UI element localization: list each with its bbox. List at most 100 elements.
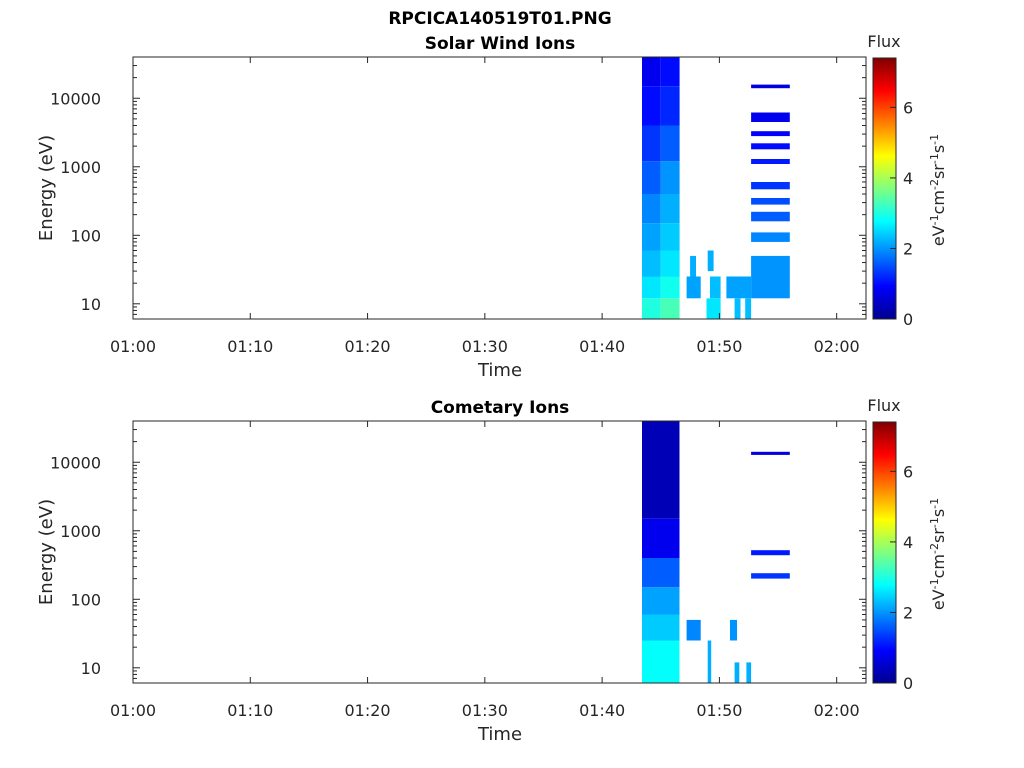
heatmap-cell (660, 161, 680, 194)
heatmap-cell (642, 640, 680, 683)
colorbar-title-solar-wind: Flux (867, 32, 900, 51)
heatmap-cell (751, 159, 790, 164)
heatmap-cell (642, 125, 661, 162)
heatmap-cell (642, 250, 661, 277)
heatmap-cell (690, 255, 696, 277)
x-tick-label: 01:50 (696, 701, 742, 720)
heatmap-cell (660, 250, 680, 277)
colorbar-tick-label: 0 (903, 674, 913, 693)
x-tick-label: 01:20 (345, 701, 391, 720)
heatmap-cell (751, 182, 790, 190)
heatmap-cell (734, 662, 740, 683)
plot-frame-cometary (132, 420, 867, 684)
heatmap-cell (642, 421, 680, 519)
y-tick-label: 10000 (50, 453, 101, 472)
heatmap-cell (751, 550, 790, 556)
heatmap-cell (751, 232, 790, 242)
heatmap-cell (751, 84, 790, 89)
heatmap-cell (751, 211, 790, 222)
y-tick-label: 10000 (50, 89, 101, 108)
y-axis-label-solar-wind: Energy (eV) (36, 135, 57, 241)
heatmap-cell (751, 143, 790, 150)
x-tick-label: 01:50 (696, 337, 742, 356)
heatmap-cell (642, 298, 661, 319)
heatmap-cell (660, 298, 680, 319)
heatmap-cell (707, 250, 714, 272)
y-tick-label: 10 (81, 295, 101, 314)
x-tick-label: 01:10 (227, 337, 273, 356)
y-tick-label: 10 (81, 659, 101, 678)
colorbar-tick-label: 2 (903, 603, 913, 622)
heatmap-cell (745, 298, 752, 319)
plot-frame-solar-wind (132, 56, 867, 320)
x-tick-label: 01:40 (579, 701, 625, 720)
heatmap-cell (746, 662, 752, 683)
heatmap-cell (660, 57, 680, 87)
y-axis-label-cometary: Energy (eV) (36, 499, 57, 605)
heatmap-cell (734, 298, 741, 319)
colorbar-tick-label: 0 (903, 310, 913, 329)
x-tick-label: 01:40 (579, 337, 625, 356)
colorbar-cometary (872, 421, 897, 684)
heatmap-cell (730, 619, 737, 641)
panel-title-cometary: Cometary Ions (431, 398, 570, 418)
colorbar-tick-label: 6 (903, 462, 913, 481)
colorbar-label-cometary: eV-1cm-2sr-1s-1 (928, 498, 948, 610)
x-tick-label: 01:00 (110, 701, 156, 720)
heatmap-cell (751, 573, 790, 579)
heatmap-cell (686, 619, 701, 641)
heatmap-cell (660, 223, 680, 251)
heatmap-cell (751, 255, 790, 277)
colorbar-tick-label: 6 (903, 98, 913, 117)
heatmap-cell (642, 86, 661, 126)
heatmap-cell (642, 161, 661, 194)
heatmap-cells-solar-wind (642, 57, 790, 319)
panel-cometary-ions: Cometary Ions 01:00 01:10 01:20 01:30 01:40 0… (36, 396, 948, 745)
heatmap-cell (706, 298, 721, 319)
panel-title-solar-wind: Solar Wind Ions (425, 34, 576, 54)
x-tick-label: 01:20 (345, 337, 391, 356)
x-tick-label: 01:30 (462, 701, 508, 720)
heatmap-cell (751, 198, 790, 205)
x-tick-label: 01:10 (227, 701, 273, 720)
figure-title: RPCICA140519T01.PNG (388, 9, 611, 29)
x-axis-cometary: 01:00 01:10 01:20 01:30 01:40 01:50 02:00 (110, 421, 860, 720)
colorbar-tick-label: 4 (903, 533, 913, 552)
x-axis-solar-wind: 01:00 01:10 01:20 01:30 01:40 01:50 02:00 (110, 57, 860, 356)
heatmap-cell (726, 276, 751, 299)
heatmap-cell (660, 276, 680, 299)
x-tick-label: 01:30 (462, 337, 508, 356)
colorbar-label-solar-wind: eV-1cm-2sr-1s-1 (928, 134, 948, 246)
colorbar-ticks-solar-wind: 0 2 4 6 (890, 98, 913, 329)
colorbar-tick-label: 2 (903, 239, 913, 258)
heatmap-cell (751, 112, 790, 122)
colorbar-title-cometary: Flux (867, 396, 900, 415)
heatmap-cell (660, 86, 680, 126)
colorbar-solar-wind (872, 57, 897, 320)
x-tick-label: 02:00 (814, 337, 860, 356)
heatmap-cell (642, 223, 661, 251)
heatmap-cell (686, 276, 701, 299)
heatmap-cell (642, 587, 680, 615)
heatmap-cell (660, 194, 680, 224)
x-tick-label: 01:00 (110, 337, 156, 356)
heatmap-cell (710, 276, 721, 299)
y-tick-label: 100 (70, 226, 101, 245)
x-axis-label-cometary: Time (477, 724, 522, 745)
heatmap-cell (751, 131, 790, 137)
y-tick-label: 100 (70, 590, 101, 609)
heatmap-cell (751, 276, 790, 299)
heatmap-cells-cometary (642, 421, 790, 683)
heatmap-cell (642, 57, 661, 87)
heatmap-cell (642, 558, 680, 588)
heatmap-cell (642, 276, 661, 299)
heatmap-cell (751, 451, 790, 455)
x-tick-label: 02:00 (814, 701, 860, 720)
heatmap-cell (707, 640, 712, 683)
heatmap-cell (660, 125, 680, 162)
y-tick-label: 1000 (60, 158, 101, 177)
colorbar-tick-label: 4 (903, 169, 913, 188)
heatmap-cell (642, 518, 680, 558)
panel-solar-wind-ions: Solar Wind Ions 01:00 01:10 01:20 01:30 01:4… (36, 32, 948, 381)
